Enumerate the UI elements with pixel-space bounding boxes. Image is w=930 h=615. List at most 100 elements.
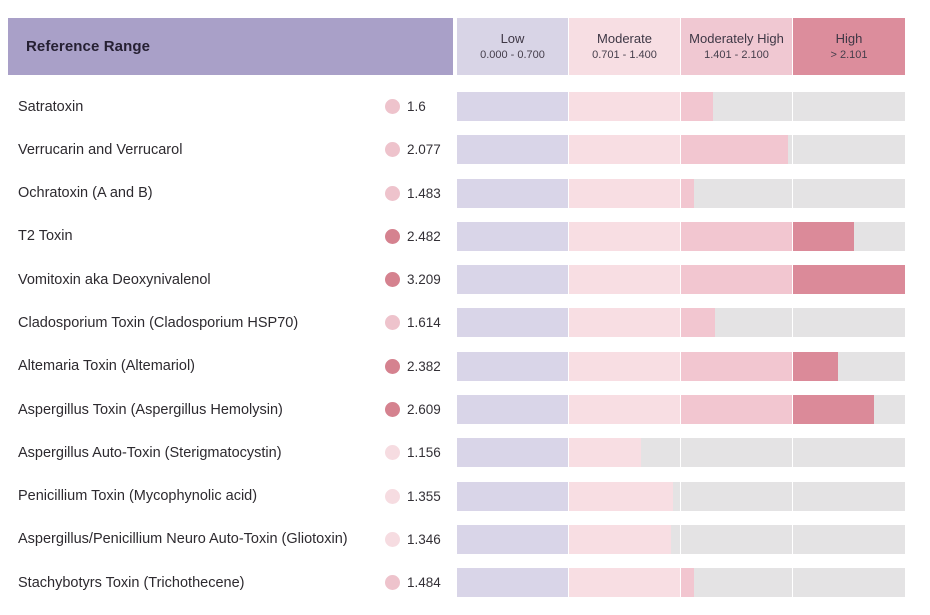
- bar-segment-high: [793, 395, 905, 425]
- reference-range-title: Reference Range: [26, 38, 151, 55]
- range-column-bounds: > 2.101: [830, 48, 868, 61]
- toxin-rows: Satratoxin 1.6 Verrucarin and Verrucarol…: [0, 92, 930, 612]
- range-column-label: Moderate: [597, 31, 652, 47]
- severity-dot-icon: [385, 358, 400, 374]
- bar-segment-high: [793, 265, 905, 295]
- bar-segment-fill: [681, 568, 695, 598]
- bar-segment-fill: [457, 92, 568, 121]
- toxin-name: Altemaria Toxin (Altemariol): [18, 358, 196, 375]
- toxin-name: Stachybotyrs Toxin (Trichothecene): [18, 574, 245, 591]
- range-column-bounds: 0.701 - 1.400: [592, 48, 657, 61]
- toxin-result-indicator: 1.614: [385, 315, 457, 331]
- severity-dot-icon: [385, 402, 400, 418]
- toxin-range-bar: [457, 135, 905, 165]
- bar-segment-moderately_high: [681, 92, 793, 121]
- bar-segment-moderately_high: [681, 438, 793, 468]
- severity-dot-icon: [385, 445, 400, 461]
- toxin-result-indicator: 1.484: [385, 575, 457, 591]
- range-column-label: Moderately High: [689, 31, 784, 47]
- toxin-value: 1.483: [407, 185, 441, 201]
- toxin-range-bar: [457, 308, 905, 338]
- toxin-row: Satratoxin 1.6: [0, 92, 930, 121]
- toxin-row: Verrucarin and Verrucarol 2.077: [0, 135, 930, 165]
- toxin-range-bar: [457, 265, 905, 295]
- bar-segment-moderately_high: [681, 481, 793, 511]
- toxin-result-indicator: 2.382: [385, 358, 457, 374]
- bar-segment-fill: [457, 524, 568, 554]
- bar-segment-moderately_high: [681, 178, 793, 208]
- bar-segment-moderate: [569, 568, 681, 598]
- bar-segment-fill: [681, 221, 792, 251]
- bar-segment-moderate: [569, 92, 681, 121]
- bar-segment-fill: [681, 395, 792, 425]
- bar-segment-high: [793, 308, 905, 338]
- toxin-range-bar: [457, 178, 905, 208]
- toxin-row: Aspergillus Toxin (Aspergillus Hemolysin…: [0, 395, 930, 425]
- range-column-bounds: 0.000 - 0.700: [480, 48, 545, 61]
- toxin-result-indicator: 3.209: [385, 272, 457, 288]
- severity-dot-icon: [385, 99, 400, 114]
- range-column-header: Moderately High 1.401 - 2.100: [681, 18, 793, 75]
- bar-segment-fill: [569, 568, 680, 598]
- bar-segment-low: [457, 351, 569, 381]
- severity-dot-icon: [385, 575, 400, 591]
- bar-segment-fill: [793, 351, 839, 381]
- toxin-range-bar: [457, 351, 905, 381]
- bar-segment-moderate: [569, 351, 681, 381]
- toxin-range-bar: [457, 438, 905, 468]
- bar-segment-moderate: [569, 265, 681, 295]
- bar-segment-low: [457, 481, 569, 511]
- bar-segment-fill: [569, 92, 680, 121]
- toxin-value: 2.482: [407, 228, 441, 244]
- bar-segment-moderate: [569, 524, 681, 554]
- bar-segment-low: [457, 178, 569, 208]
- toxin-value: 2.382: [407, 358, 441, 374]
- toxin-range-bar: [457, 481, 905, 511]
- bar-segment-moderate: [569, 135, 681, 165]
- bar-segment-fill: [457, 438, 568, 468]
- toxin-value: 1.156: [407, 445, 441, 461]
- toxin-row: Vomitoxin aka Deoxynivalenol 3.209: [0, 265, 930, 295]
- bar-segment-fill: [457, 265, 568, 295]
- toxin-row: Stachybotyrs Toxin (Trichothecene) 1.484: [0, 568, 930, 598]
- toxin-name: Verrucarin and Verrucarol: [18, 141, 183, 158]
- toxin-result-indicator: 2.609: [385, 402, 457, 418]
- toxin-result-indicator: 2.482: [385, 228, 457, 244]
- bar-segment-fill: [457, 221, 568, 251]
- bar-segment-fill: [569, 438, 642, 468]
- toxin-name: Cladosporium Toxin (Cladosporium HSP70): [18, 314, 299, 331]
- bar-segment-low: [457, 568, 569, 598]
- severity-dot-icon: [385, 142, 400, 158]
- bar-segment-fill: [569, 178, 680, 208]
- bar-segment-fill: [457, 395, 568, 425]
- bar-segment-moderate: [569, 438, 681, 468]
- severity-dot-icon: [385, 531, 400, 547]
- toxin-row: Penicillium Toxin (Mycophynolic acid) 1.…: [0, 481, 930, 511]
- toxin-value: 3.209: [407, 272, 441, 288]
- toxin-value: 2.609: [407, 402, 441, 418]
- range-column-header: Moderate 0.701 - 1.400: [569, 18, 681, 75]
- bar-segment-fill: [569, 481, 673, 511]
- bar-segment-fill: [569, 308, 680, 338]
- bar-segment-fill: [793, 221, 855, 251]
- range-column-header: High > 2.101: [793, 18, 905, 75]
- toxin-range-bar: [457, 524, 905, 554]
- severity-dot-icon: [385, 272, 400, 288]
- toxin-value: 1.346: [407, 531, 441, 547]
- bar-segment-high: [793, 568, 905, 598]
- toxin-name: Aspergillus Toxin (Aspergillus Hemolysin…: [18, 401, 283, 418]
- toxin-row: Altemaria Toxin (Altemariol) 2.382: [0, 351, 930, 381]
- bar-segment-fill: [569, 524, 672, 554]
- toxin-name: T2 Toxin: [18, 228, 73, 245]
- range-column-label: Low: [500, 31, 525, 47]
- toxin-row: T2 Toxin 2.482: [0, 221, 930, 251]
- bar-segment-fill: [569, 395, 680, 425]
- toxin-range-bar: [457, 92, 905, 121]
- bar-segment-fill: [457, 481, 568, 511]
- bar-segment-low: [457, 438, 569, 468]
- toxin-value: 1.355: [407, 488, 441, 504]
- bar-segment-moderate: [569, 481, 681, 511]
- toxin-value: 1.614: [407, 315, 441, 331]
- bar-segment-moderately_high: [681, 395, 793, 425]
- toxin-row: Aspergillus Auto-Toxin (Sterigmatocystin…: [0, 438, 930, 468]
